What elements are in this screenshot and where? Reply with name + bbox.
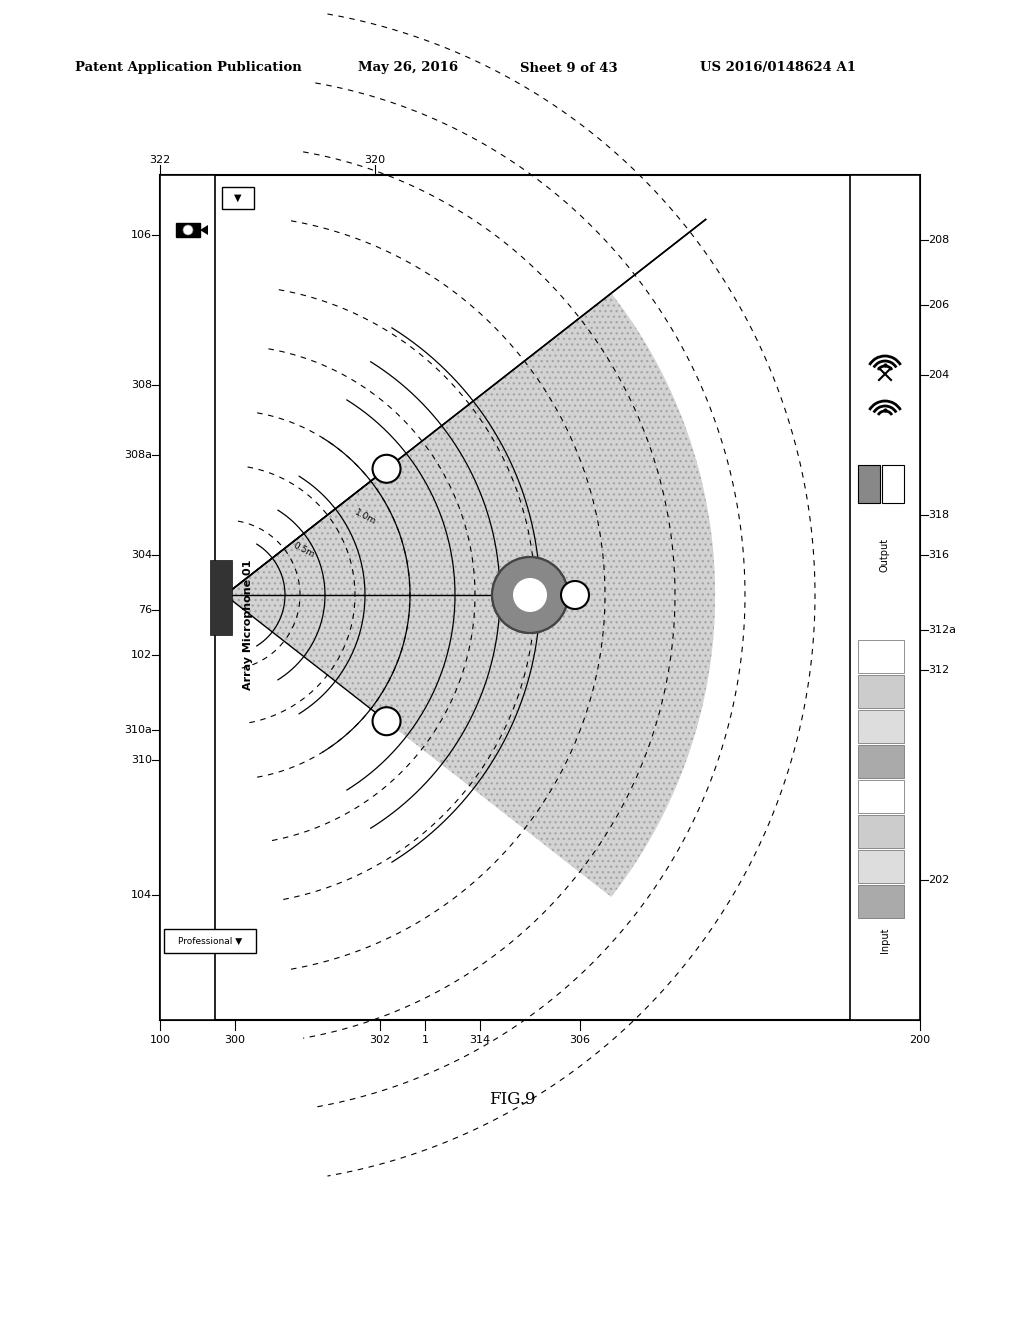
Text: 208: 208 (928, 235, 949, 246)
Text: US 2016/0148624 A1: US 2016/0148624 A1 (700, 62, 856, 74)
Text: 300: 300 (224, 1035, 246, 1045)
Bar (858, 675, 904, 708)
Text: 310: 310 (131, 755, 152, 766)
Bar (850, 176, 920, 1020)
Text: 76: 76 (138, 605, 152, 615)
Bar (210, 560, 232, 635)
Text: 100: 100 (150, 1035, 171, 1045)
Circle shape (561, 581, 589, 609)
Text: 1: 1 (422, 1035, 428, 1045)
Text: 0.5m: 0.5m (291, 541, 315, 560)
Circle shape (513, 578, 547, 612)
Text: 204: 204 (928, 370, 949, 380)
Bar (858, 744, 904, 777)
Bar (858, 710, 904, 743)
Text: 106: 106 (131, 230, 152, 240)
Text: 312: 312 (928, 665, 949, 675)
Text: 314: 314 (469, 1035, 490, 1045)
Polygon shape (200, 224, 208, 235)
Text: May 26, 2016: May 26, 2016 (358, 62, 458, 74)
Text: 308: 308 (131, 380, 152, 389)
Text: ▼: ▼ (234, 193, 242, 203)
Text: 102: 102 (131, 649, 152, 660)
Text: 318: 318 (928, 510, 949, 520)
Text: 310a: 310a (124, 725, 152, 735)
Bar (858, 814, 904, 847)
Circle shape (183, 224, 193, 235)
Text: 200: 200 (909, 1035, 931, 1045)
Text: Patent Application Publication: Patent Application Publication (75, 62, 302, 74)
Text: Array Microphone 01: Array Microphone 01 (243, 560, 253, 690)
Text: 322: 322 (150, 154, 171, 165)
FancyBboxPatch shape (164, 929, 256, 953)
Text: Professional ▼: Professional ▼ (178, 936, 242, 945)
Text: 302: 302 (370, 1035, 390, 1045)
Text: 306: 306 (569, 1035, 591, 1045)
Text: 206: 206 (928, 300, 949, 310)
Text: Input: Input (880, 927, 890, 953)
Text: 312a: 312a (928, 624, 956, 635)
Bar (858, 850, 904, 883)
Text: Output: Output (880, 539, 890, 572)
Circle shape (373, 708, 400, 735)
Text: 1.0m: 1.0m (353, 508, 378, 527)
Text: 316: 316 (928, 550, 949, 560)
Circle shape (492, 557, 568, 634)
Bar (176, 223, 200, 238)
Bar (858, 884, 904, 917)
Bar (858, 780, 904, 813)
Bar (160, 176, 920, 1020)
Bar (858, 640, 904, 673)
Text: Sheet 9 of 43: Sheet 9 of 43 (520, 62, 617, 74)
Bar (858, 465, 880, 503)
Polygon shape (225, 293, 715, 896)
Text: 308a: 308a (124, 450, 152, 459)
Text: FIG.9: FIG.9 (488, 1092, 536, 1109)
Bar (882, 465, 904, 503)
Text: 202: 202 (928, 875, 949, 884)
Bar (160, 176, 215, 1020)
Circle shape (373, 455, 400, 483)
Text: 320: 320 (365, 154, 386, 165)
Text: 304: 304 (131, 550, 152, 560)
Text: 104: 104 (131, 890, 152, 900)
Bar (222, 187, 254, 209)
